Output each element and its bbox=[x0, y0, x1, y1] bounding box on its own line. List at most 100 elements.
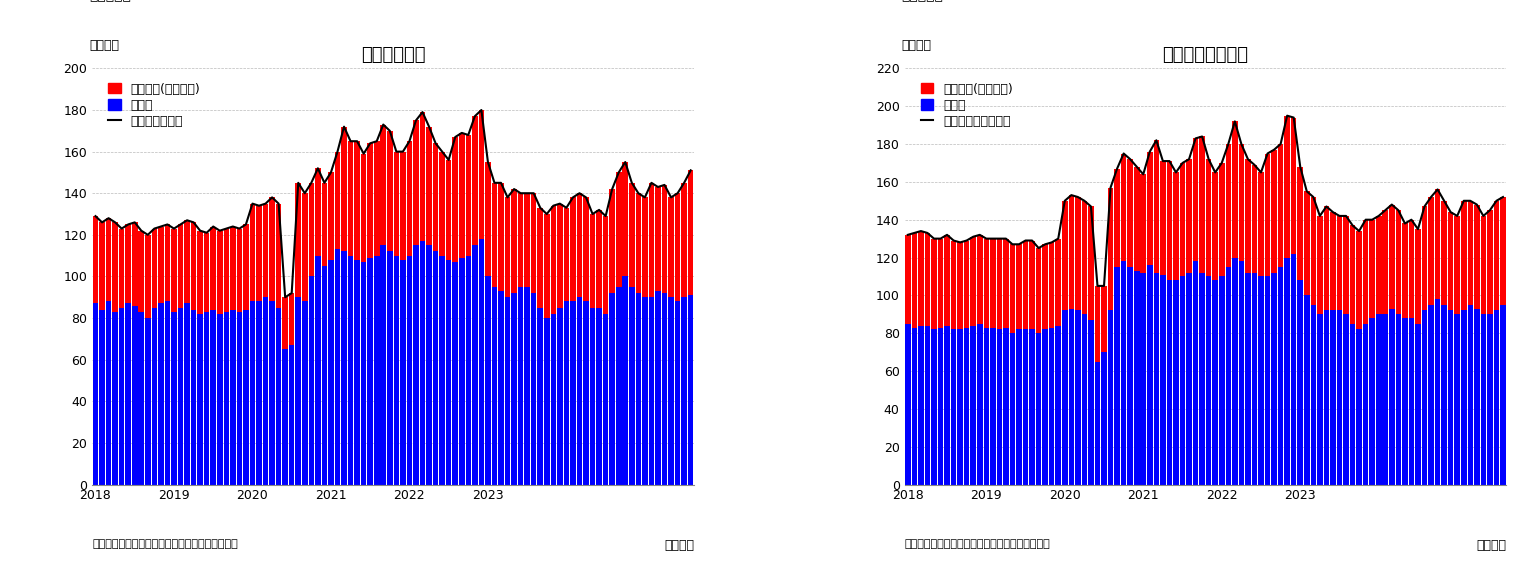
Bar bbox=[1088, 320, 1094, 484]
Bar bbox=[1199, 136, 1205, 272]
Bar bbox=[1004, 328, 1008, 484]
Bar bbox=[655, 291, 661, 484]
Bar bbox=[1173, 280, 1179, 484]
Bar bbox=[1094, 361, 1100, 484]
Bar bbox=[538, 308, 543, 484]
Bar bbox=[1408, 219, 1414, 318]
Bar bbox=[178, 308, 183, 484]
Bar bbox=[530, 193, 536, 293]
Bar bbox=[978, 324, 982, 484]
Bar bbox=[249, 302, 255, 484]
Bar bbox=[1448, 311, 1454, 484]
Bar bbox=[590, 308, 595, 484]
Bar bbox=[556, 203, 563, 308]
Bar bbox=[164, 225, 171, 302]
Bar bbox=[106, 218, 111, 302]
Bar bbox=[217, 314, 223, 484]
Bar bbox=[315, 168, 321, 255]
Bar bbox=[1337, 311, 1342, 484]
Bar bbox=[347, 141, 354, 255]
Bar bbox=[1317, 216, 1323, 314]
Bar bbox=[361, 262, 366, 484]
Bar bbox=[1422, 206, 1428, 311]
Bar bbox=[184, 220, 191, 303]
Bar bbox=[204, 312, 209, 484]
Bar bbox=[996, 239, 1002, 329]
Bar bbox=[642, 297, 647, 484]
Legend: 集合住宅(二戸以上), 戸建て, 一住宅建築許可件数: 集合住宅(二戸以上), 戸建て, 一住宅建築許可件数 bbox=[916, 79, 1016, 132]
Bar bbox=[964, 328, 970, 484]
Bar bbox=[1134, 271, 1139, 484]
Bar bbox=[100, 310, 105, 484]
Bar bbox=[164, 302, 171, 484]
Bar bbox=[217, 231, 223, 314]
Bar bbox=[951, 329, 956, 484]
Bar bbox=[1311, 305, 1316, 484]
Bar bbox=[938, 328, 944, 484]
Bar bbox=[1094, 286, 1100, 361]
Text: （資料）センサス局よりニッセイ基礎研究所作成: （資料）センサス局よりニッセイ基礎研究所作成 bbox=[905, 539, 1050, 548]
Bar bbox=[321, 183, 327, 266]
Bar bbox=[1402, 223, 1408, 318]
Bar bbox=[512, 189, 516, 293]
Bar bbox=[1030, 329, 1034, 484]
Bar bbox=[970, 325, 976, 484]
Bar bbox=[1474, 205, 1480, 308]
Bar bbox=[675, 193, 681, 302]
Bar bbox=[524, 193, 530, 287]
Bar bbox=[1147, 265, 1153, 484]
Bar bbox=[118, 229, 124, 308]
Bar bbox=[1416, 229, 1420, 324]
Bar bbox=[1074, 197, 1081, 311]
Bar bbox=[269, 197, 275, 302]
Bar bbox=[1462, 201, 1466, 311]
Bar bbox=[911, 233, 918, 328]
Bar bbox=[355, 260, 360, 484]
Bar bbox=[197, 231, 203, 314]
Bar bbox=[1468, 201, 1472, 305]
Title: 住宅着工件数: 住宅着工件数 bbox=[361, 46, 426, 64]
Bar bbox=[257, 302, 261, 484]
Bar bbox=[152, 229, 157, 308]
Bar bbox=[1428, 305, 1434, 484]
Bar bbox=[1167, 280, 1173, 484]
Bar bbox=[295, 297, 301, 484]
Bar bbox=[112, 222, 118, 312]
Bar bbox=[1128, 159, 1133, 267]
Bar bbox=[309, 276, 314, 484]
Bar bbox=[106, 302, 111, 484]
Bar bbox=[243, 310, 249, 484]
Bar bbox=[689, 295, 693, 484]
Bar bbox=[1408, 318, 1414, 484]
Bar bbox=[1422, 311, 1428, 484]
Bar bbox=[1396, 210, 1402, 314]
Bar bbox=[1259, 172, 1263, 276]
Bar bbox=[211, 310, 217, 484]
Bar bbox=[1311, 197, 1316, 305]
Bar bbox=[289, 293, 295, 345]
Bar bbox=[1180, 163, 1185, 276]
Bar bbox=[446, 260, 452, 484]
Bar bbox=[269, 302, 275, 484]
Bar bbox=[498, 291, 504, 484]
Bar bbox=[1213, 172, 1217, 280]
Bar bbox=[1343, 216, 1349, 314]
Bar bbox=[564, 208, 569, 302]
Bar bbox=[1140, 174, 1147, 272]
Bar bbox=[675, 302, 681, 484]
Bar bbox=[1036, 248, 1042, 333]
Bar bbox=[1454, 314, 1460, 484]
Bar bbox=[1494, 201, 1499, 311]
Bar bbox=[1128, 267, 1133, 484]
Bar bbox=[1042, 245, 1048, 329]
Bar bbox=[486, 276, 490, 484]
Bar bbox=[178, 225, 183, 308]
Bar bbox=[978, 235, 982, 324]
Bar bbox=[944, 325, 950, 484]
Bar bbox=[609, 189, 615, 293]
Bar bbox=[1363, 324, 1368, 484]
Bar bbox=[1343, 314, 1349, 484]
Bar bbox=[918, 325, 924, 484]
Bar bbox=[211, 226, 217, 310]
Bar bbox=[1436, 189, 1440, 299]
